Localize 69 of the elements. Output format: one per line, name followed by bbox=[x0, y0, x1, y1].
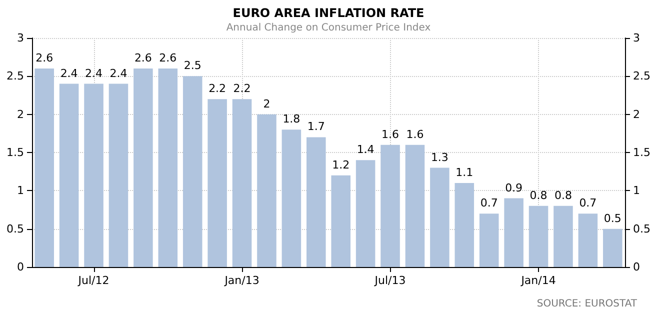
bar bbox=[182, 76, 202, 267]
x-tick-label: Jan/14 bbox=[520, 274, 556, 287]
bar bbox=[158, 68, 178, 267]
y2-tick-label: 2 bbox=[633, 108, 640, 121]
bar bbox=[528, 206, 548, 267]
data-label: 2.2 bbox=[233, 82, 251, 96]
data-label: 2.6 bbox=[36, 52, 54, 65]
y-tick-label: 1.5 bbox=[6, 146, 24, 159]
bar bbox=[356, 160, 376, 267]
y2-tick-label: 3 bbox=[633, 32, 640, 44]
data-label: 0.7 bbox=[480, 196, 498, 210]
chart-title: EURO AREA INFLATION RATE bbox=[232, 6, 424, 20]
data-label: 2.4 bbox=[110, 66, 128, 80]
bar bbox=[84, 84, 104, 267]
bar bbox=[380, 144, 400, 267]
bar bbox=[59, 84, 79, 267]
bar bbox=[232, 99, 252, 267]
bar bbox=[331, 175, 350, 267]
data-label: 1.6 bbox=[406, 128, 424, 141]
y-tick-label: 1 bbox=[17, 184, 24, 198]
bar bbox=[134, 68, 153, 267]
data-label: 1.1 bbox=[456, 166, 474, 180]
data-label: 2.6 bbox=[134, 52, 152, 65]
y-tick-label: 0.5 bbox=[6, 222, 24, 236]
data-label: 2.2 bbox=[208, 82, 226, 96]
bar bbox=[430, 168, 450, 267]
chart-subtitle: Annual Change on Consumer Price Index bbox=[226, 22, 431, 34]
y-tick-label: 0 bbox=[17, 260, 24, 274]
bar bbox=[603, 228, 622, 267]
y2-tick-label: 0 bbox=[633, 260, 640, 274]
data-label: 0.5 bbox=[604, 212, 622, 225]
x-tick-label: Jan/13 bbox=[224, 274, 260, 287]
data-label: 2.6 bbox=[159, 52, 177, 65]
bar bbox=[479, 214, 499, 267]
source-note: SOURCE: EUROSTAT bbox=[536, 298, 638, 310]
data-label: 2.4 bbox=[85, 66, 103, 80]
data-label: 1.8 bbox=[282, 112, 300, 126]
data-label: 0.9 bbox=[505, 181, 523, 194]
x-tick-label: Jul/12 bbox=[77, 274, 110, 287]
data-label: 1.4 bbox=[356, 143, 374, 156]
bar bbox=[454, 183, 474, 267]
y-tick-label: 3 bbox=[17, 32, 24, 44]
y2-tick-label: 2.5 bbox=[633, 70, 650, 83]
data-label: 2 bbox=[263, 97, 270, 110]
data-label: 1.6 bbox=[382, 128, 400, 141]
bar bbox=[405, 144, 425, 267]
y-tick-label: 2 bbox=[17, 108, 24, 121]
y2-tick-label: 0.5 bbox=[633, 222, 650, 236]
y2-tick-label: 1.5 bbox=[633, 146, 650, 159]
data-label: 1.7 bbox=[307, 120, 325, 134]
data-label: 0.8 bbox=[530, 188, 548, 202]
y2-tick-label: 1 bbox=[633, 184, 640, 198]
bar bbox=[306, 137, 326, 267]
x-tick-label: Jul/13 bbox=[374, 274, 406, 287]
y-tick-label: 2.5 bbox=[6, 70, 24, 83]
data-label: 1.2 bbox=[332, 158, 350, 172]
bar bbox=[504, 198, 524, 267]
bar bbox=[257, 114, 276, 267]
data-label: 2.4 bbox=[60, 66, 78, 80]
bar bbox=[208, 99, 227, 267]
bar bbox=[554, 206, 573, 267]
bar bbox=[108, 84, 128, 267]
bar bbox=[34, 68, 54, 267]
bar bbox=[578, 214, 598, 267]
data-label: 0.8 bbox=[554, 188, 572, 202]
data-label: 0.7 bbox=[579, 196, 597, 210]
bar bbox=[282, 130, 302, 267]
data-label: 2.5 bbox=[184, 59, 202, 72]
data-label: 1.3 bbox=[430, 150, 448, 164]
